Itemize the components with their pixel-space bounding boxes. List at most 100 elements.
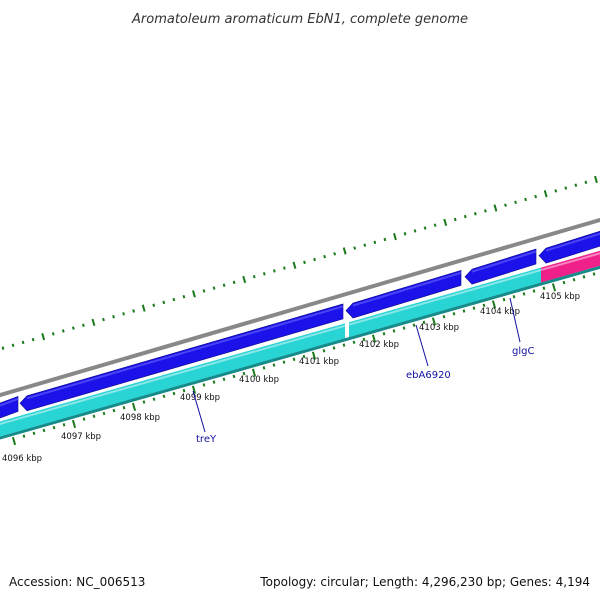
reverse-cds-block[interactable] — [0, 323, 345, 440]
outer-tick — [122, 312, 125, 316]
kbp-tick — [522, 292, 526, 296]
kbp-tick — [152, 397, 156, 401]
gene-label[interactable]: glgC — [512, 346, 534, 357]
outer-tick — [514, 200, 517, 205]
outer-tick — [112, 314, 115, 319]
kbp-tick — [412, 323, 416, 327]
outer-tick — [232, 280, 236, 285]
gene-label[interactable]: ebA6920 — [406, 370, 451, 381]
feature-highlight — [0, 324, 346, 426]
outer-tick — [453, 217, 457, 222]
kbp-tick — [482, 303, 486, 308]
outer-tick — [242, 275, 247, 284]
kbp-tick — [392, 329, 396, 333]
outer-tick — [484, 209, 487, 213]
kbp-tick — [532, 289, 536, 293]
kbp-tick — [102, 411, 106, 416]
kbp-tick — [112, 408, 116, 413]
outer-tick — [292, 261, 297, 269]
cds-highlight — [0, 397, 19, 407]
kbp-label: 4103 kbp — [419, 323, 459, 333]
kbp-tick — [502, 297, 506, 302]
kbp-label: 4098 kbp — [120, 413, 160, 423]
outer-tick — [383, 237, 387, 242]
kbp-tick — [542, 286, 546, 290]
outer-tick — [584, 180, 588, 185]
kbp-tick — [382, 332, 386, 336]
forward-cds-arrow[interactable] — [0, 395, 19, 420]
kbp-tick — [62, 423, 66, 427]
outer-tick — [403, 232, 407, 236]
kbp-tick — [11, 436, 17, 446]
kbp-tick — [232, 374, 236, 379]
outer-tick — [162, 300, 166, 305]
rna-feature-block[interactable] — [541, 247, 600, 283]
kbp-tick — [452, 312, 456, 316]
outer-tick — [262, 272, 266, 276]
cds-highlight — [352, 271, 462, 307]
gene-label-leader — [415, 324, 429, 367]
genome-backbone — [0, 217, 600, 398]
outer-tick — [443, 218, 448, 226]
kbp-tick — [491, 300, 497, 309]
outer-tick — [41, 333, 46, 341]
accession-text: Accession: NC_006513 — [9, 575, 145, 589]
outer-tick — [1, 346, 5, 350]
kbp-tick — [582, 275, 586, 279]
outer-tick — [594, 175, 598, 184]
kbp-tick — [22, 434, 26, 438]
outer-tick — [493, 204, 498, 212]
gene-label[interactable]: treY — [196, 434, 217, 445]
kbp-tick — [322, 349, 326, 353]
outer-tick — [172, 297, 176, 302]
outer-tick — [333, 252, 337, 256]
outer-tick — [564, 186, 568, 190]
reverse-strand-track — [0, 247, 600, 440]
kbp-tick — [32, 431, 36, 436]
outer-tick — [252, 274, 256, 279]
kbp-label: 4100 kbp — [239, 375, 279, 385]
outer-tick — [323, 254, 326, 259]
kbp-tick — [352, 340, 356, 345]
outer-tick — [132, 309, 136, 313]
outer-tick — [574, 183, 578, 187]
kbp-tick — [562, 280, 566, 285]
gene-label-leader — [192, 390, 206, 433]
kbp-tick — [251, 368, 257, 377]
outer-tick — [11, 343, 15, 348]
kbp-tick — [332, 346, 336, 350]
outer-tick — [182, 294, 186, 299]
outer-tick — [534, 194, 538, 199]
reverse-cds-block[interactable] — [349, 267, 541, 338]
outer-tick — [222, 283, 226, 287]
kbp-tick — [342, 343, 346, 347]
kbp-tick — [122, 406, 126, 410]
kbp-tick — [222, 377, 226, 381]
outer-tick — [91, 318, 96, 327]
kbp-tick — [82, 417, 86, 421]
kbp-label: 4097 kbp — [61, 432, 101, 442]
cds-highlight — [545, 232, 600, 252]
kbp-tick — [551, 283, 557, 292]
kbp-tick — [472, 306, 476, 310]
kbp-tick — [162, 394, 166, 399]
genome-summary-text: Topology: circular; Length: 4,296,230 bp… — [259, 575, 590, 589]
outer-tick — [473, 212, 477, 216]
kbp-tick — [371, 334, 377, 343]
kbp-tick — [462, 309, 466, 313]
outer-tick — [283, 266, 286, 270]
outer-tick — [202, 289, 206, 293]
kbp-tick — [272, 363, 276, 367]
kbp-tick — [292, 357, 296, 362]
forward-strand-track — [0, 230, 600, 420]
kbp-tick — [402, 326, 406, 330]
outer-tick — [192, 290, 196, 298]
kbp-tick — [262, 366, 266, 370]
feature-highlight — [540, 252, 600, 272]
outer-tick — [303, 260, 306, 265]
outer-tick — [313, 257, 316, 262]
kbp-tick — [182, 388, 186, 393]
outer-tick — [524, 197, 527, 202]
kbp-tick — [71, 419, 77, 429]
